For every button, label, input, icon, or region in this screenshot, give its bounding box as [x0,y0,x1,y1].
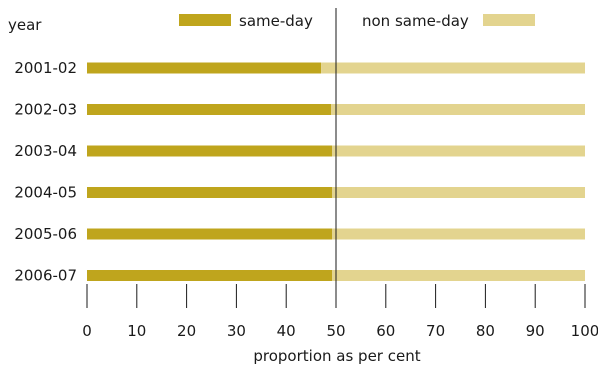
x-tick-label: 80 [476,322,495,340]
bar-same-day-2005-06 [87,228,333,240]
bar-same-day-2003-04 [87,145,333,157]
legend: same-day non same-day [179,12,535,30]
bar-non-same-day-2005-06 [332,228,585,240]
x-tick-label: 10 [127,322,146,340]
bar-non-same-day-2002-03 [331,104,585,115]
bar-non-same-day-2003-04 [332,145,585,157]
category-label: 2005-06 [14,225,77,243]
x-tick-label: 0 [82,322,92,340]
x-tick-label: 20 [177,322,196,340]
x-tick-label: 100 [571,322,598,340]
bar-same-day-2002-03 [87,104,332,115]
category-label: 2006-07 [14,267,77,285]
bar-non-same-day-2004-05 [332,187,585,198]
category-label: 2003-04 [14,142,77,160]
x-tick-label: 90 [526,322,545,340]
x-axis-label: proportion as per cent [253,347,420,365]
category-labels: 2001-02 2002-03 2003-04 2004-05 2005-06 2006-… [14,59,77,285]
bar-same-day-2006-07 [87,270,333,281]
category-label: 2002-03 [14,101,77,119]
legend-swatch-non-same-day [483,14,535,26]
y-axis-title: year [8,16,42,34]
x-tick-label: 70 [426,322,445,340]
legend-swatch-same-day [179,14,231,26]
category-label: 2001-02 [14,59,77,77]
legend-label-same-day: same-day [239,12,313,30]
bar-non-same-day-2001-02 [321,62,585,74]
x-axis: 0 10 20 30 40 50 60 70 80 90 100 [82,284,598,340]
x-tick-label: 40 [277,322,296,340]
x-tick-label: 60 [376,322,395,340]
x-tick-label: 50 [326,322,345,340]
category-label: 2004-05 [14,184,77,202]
bar-non-same-day-2006-07 [332,270,585,281]
bar-same-day-2004-05 [87,187,333,198]
bars [87,62,585,281]
bar-same-day-2001-02 [87,62,322,74]
x-tick-label: 30 [227,322,246,340]
legend-label-non-same-day: non same-day [362,12,469,30]
